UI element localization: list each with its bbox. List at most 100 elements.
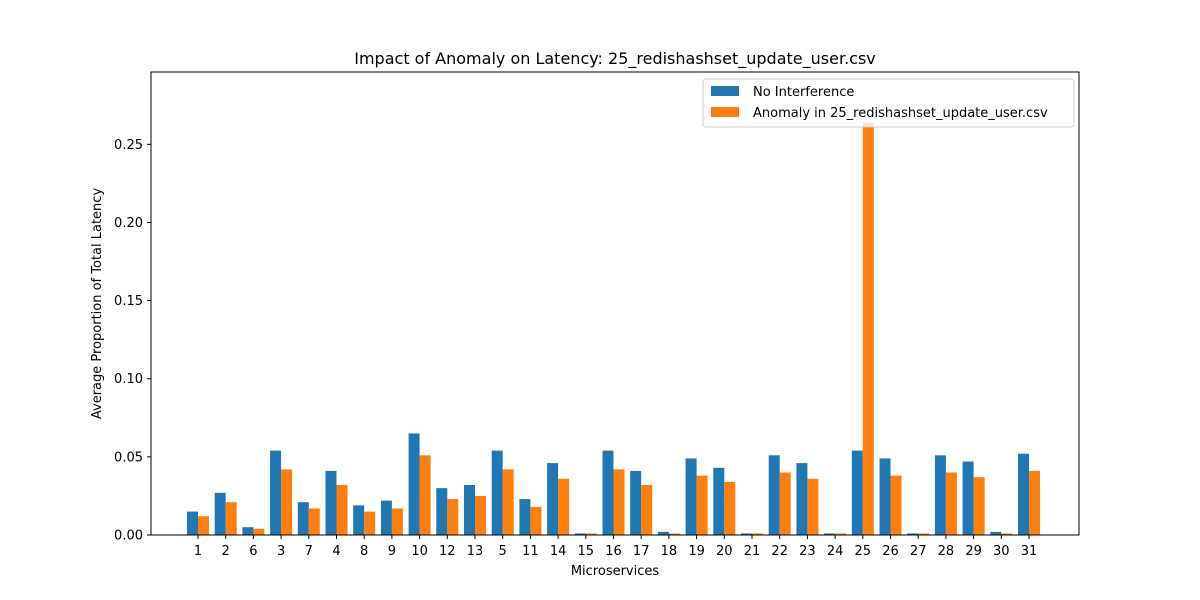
x-tick-label: 7 (305, 544, 313, 559)
bar-no-interference-4 (325, 470, 337, 535)
x-tick-label: 29 (965, 544, 982, 559)
legend-label-anomaly: Anomaly in 25_redishashset_update_user.c… (753, 106, 1048, 121)
y-tick-label: 0.20 (114, 216, 143, 231)
bar-anomaly-23 (807, 478, 819, 535)
bar-anomaly-18 (668, 533, 680, 535)
bar-anomaly-25 (862, 122, 874, 535)
bar-anomaly-14 (558, 478, 570, 535)
bar-no-interference-10 (408, 433, 420, 535)
x-tick-label: 21 (744, 544, 761, 559)
bar-anomaly-1 (198, 516, 209, 535)
bar-anomaly-12 (447, 499, 459, 535)
x-tick-label: 20 (716, 544, 733, 559)
legend: No Interference Anomaly in 25_redishashs… (702, 78, 1075, 128)
bar-anomaly-17 (641, 484, 653, 535)
bar-anomaly-15 (585, 533, 597, 535)
x-tick-label: 9 (388, 544, 396, 559)
bar-no-interference-23 (796, 463, 808, 535)
x-tick-label: 3 (277, 544, 285, 559)
bar-no-interference-11 (519, 499, 531, 535)
bar-no-interference-27 (907, 533, 919, 535)
x-axis-ticks: 1 2 6 3 7 4 8 9 10 12 13 5 11 14 15 16 17 18 19 20 21 22 23 24 2… (194, 535, 1037, 559)
bar-no-interference-5 (491, 450, 503, 535)
legend-box (702, 78, 1075, 128)
bar-no-interference-22 (768, 455, 780, 535)
x-tick-label: 5 (499, 544, 507, 559)
x-tick-label: 16 (605, 544, 622, 559)
bar-no-interference-7 (297, 502, 309, 535)
bar-no-interference-18 (657, 531, 669, 535)
bar-no-interference-14 (547, 463, 559, 535)
y-tick-label: 0.05 (114, 450, 143, 465)
x-tick-label: 25 (855, 544, 872, 559)
x-tick-label: 23 (799, 544, 816, 559)
x-tick-label: 30 (993, 544, 1010, 559)
bar-anomaly-5 (502, 469, 514, 535)
bar-no-interference-1 (187, 511, 198, 535)
bar-no-interference-15 (574, 533, 586, 535)
bar-no-interference-26 (879, 458, 891, 535)
x-tick-label: 11 (522, 544, 539, 559)
x-tick-label: 18 (661, 544, 678, 559)
x-tick-label: 19 (688, 544, 705, 559)
legend-swatch-anomaly (711, 107, 739, 117)
bar-no-interference-9 (380, 500, 392, 535)
bar-anomaly-10 (419, 455, 431, 535)
bar-anomaly-20 (724, 481, 736, 535)
bar-no-interference-29 (962, 461, 974, 535)
bars-group (187, 122, 1040, 535)
y-axis-ticks: 0.00 0.05 0.10 0.15 0.20 0.25 (114, 138, 151, 544)
x-tick-label: 24 (827, 544, 844, 559)
y-tick-label: 0.15 (114, 294, 143, 309)
x-tick-label: 22 (771, 544, 788, 559)
x-tick-label: 13 (467, 544, 484, 559)
legend-swatch-no-interference (711, 86, 739, 96)
bar-no-interference-16 (602, 450, 614, 535)
plot-frame (150, 71, 1080, 536)
bar-anomaly-22 (779, 472, 791, 535)
bar-anomaly-8 (364, 511, 376, 535)
y-tick-label: 0.00 (114, 529, 143, 544)
bar-anomaly-31 (1029, 470, 1040, 535)
bar-no-interference-19 (685, 458, 697, 535)
bar-anomaly-30 (1001, 533, 1013, 535)
bar-anomaly-9 (391, 508, 403, 535)
x-tick-label: 4 (332, 544, 340, 559)
bar-anomaly-7 (308, 508, 320, 535)
bar-no-interference-12 (436, 488, 448, 535)
bar-no-interference-20 (713, 467, 725, 535)
x-tick-label: 10 (411, 544, 428, 559)
x-tick-label: 17 (633, 544, 650, 559)
bar-anomaly-16 (613, 469, 625, 535)
chart-title: Impact of Anomaly on Latency: 25_redisha… (354, 49, 876, 69)
y-tick-label: 0.10 (114, 372, 143, 387)
bar-no-interference-28 (934, 455, 946, 535)
bar-no-interference-13 (464, 484, 475, 535)
bar-no-interference-6 (242, 527, 254, 535)
bar-no-interference-8 (353, 505, 365, 535)
bar-anomaly-3 (281, 469, 293, 535)
bar-anomaly-28 (945, 472, 957, 535)
bar-no-interference-31 (1018, 453, 1029, 535)
x-tick-label: 26 (882, 544, 899, 559)
bar-anomaly-26 (890, 475, 902, 535)
bar-no-interference-24 (824, 533, 836, 535)
bar-no-interference-3 (270, 450, 282, 535)
x-tick-label: 8 (360, 544, 368, 559)
bar-anomaly-29 (973, 477, 985, 535)
bar-anomaly-19 (696, 475, 708, 535)
bar-no-interference-17 (630, 470, 642, 535)
x-tick-label: 28 (938, 544, 955, 559)
bar-no-interference-2 (214, 492, 226, 535)
x-tick-label: 27 (910, 544, 927, 559)
x-tick-label: 12 (439, 544, 456, 559)
bar-no-interference-25 (851, 450, 863, 535)
bar-anomaly-4 (336, 484, 348, 535)
bar-no-interference-30 (990, 531, 1002, 535)
x-tick-label: 6 (249, 544, 257, 559)
x-tick-label: 31 (1021, 544, 1038, 559)
bar-anomaly-11 (530, 506, 542, 535)
y-tick-label: 0.25 (114, 138, 143, 153)
bar-anomaly-2 (225, 502, 237, 535)
